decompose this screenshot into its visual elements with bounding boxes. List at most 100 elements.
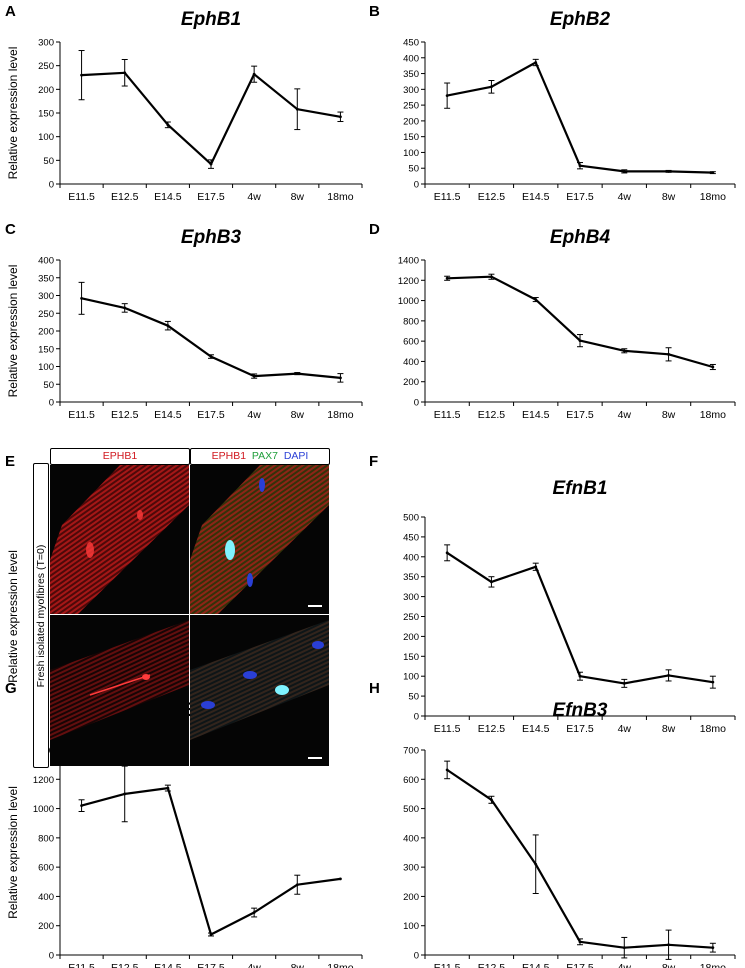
data-point-b [534,61,538,64]
x-tick-label-b: E12.5 [478,191,506,203]
x-tick-label-f: 8w [662,723,676,735]
x-tick-label-g: E14.5 [154,962,182,968]
x-tick-label-h: 4w [618,962,632,968]
data-point-a [166,123,170,127]
y-tick-label-c: 150 [38,344,54,355]
y-tick-label-a: 100 [38,132,54,143]
x-tick-label-g: E17.5 [197,962,225,968]
x-tick-label-a: 4w [247,191,261,203]
y-tick-label-d: 1200 [398,276,419,287]
y-tick-label-b: 300 [403,85,419,96]
y-tick-label-a: 300 [38,38,54,49]
x-tick-label-d: E12.5 [478,409,506,421]
y-tick-label-g: 200 [38,921,54,932]
x-tick-label-c: E17.5 [197,409,225,421]
y-tick-label-a: 150 [38,109,54,120]
y-tick-label-c: 100 [38,362,54,373]
panel-letter-d: D [369,221,380,238]
y-axis-label-c: Relative expression level [6,265,20,398]
x-tick-label-f: 4w [618,723,632,735]
x-tick-label-c: 8w [291,409,305,421]
y-tick-label-g: 800 [38,833,54,844]
panel-letter-f: F [369,453,378,470]
merge-ephb1-label: EPHB1 [211,450,247,462]
data-point-g [209,933,213,936]
y-tick-label-b: 0 [414,180,419,191]
x-tick-label-g: 4w [247,962,261,968]
data-point-a [295,107,299,111]
x-tick-label-c: E11.5 [68,409,95,421]
data-point-f [622,681,626,685]
y-tick-label-h: 100 [403,921,419,932]
y-tick-label-d: 1400 [398,256,419,267]
x-tick-label-c: E14.5 [154,409,182,421]
data-point-d [534,298,538,301]
chart-title-a: EphB1 [181,9,241,30]
chart-title-f: EfnB1 [553,478,608,499]
micrograph-top-left-image [50,465,189,614]
x-tick-label-b: 8w [662,191,676,203]
y-tick-label-d: 600 [403,337,419,348]
x-tick-label-g: 8w [291,962,305,968]
y-tick-label-b: 250 [403,101,419,112]
panel-letter-b: B [369,3,380,20]
y-tick-label-h: 0 [414,951,419,962]
x-tick-label-c: E12.5 [111,409,139,421]
y-tick-label-f: 300 [403,592,419,603]
x-tick-label-f: E11.5 [434,723,461,735]
panel-letter-c: C [5,221,16,238]
y-tick-label-h: 700 [403,746,419,757]
x-tick-label-a: E14.5 [154,191,182,203]
data-point-f [534,565,538,569]
data-point-a [80,73,83,77]
chart-title-c: EphB3 [181,227,242,248]
chart-title-h: EfnB3 [553,700,608,721]
x-tick-label-h: E17.5 [566,962,594,968]
x-tick-label-d: E14.5 [522,409,550,421]
x-tick-label-h: E12.5 [478,962,506,968]
data-point-d [578,339,582,343]
y-tick-label-c: 50 [43,380,54,391]
data-point-d [490,275,493,279]
data-point-d [622,349,626,353]
x-tick-label-b: 18mo [700,191,726,203]
y-tick-label-a: 50 [43,156,54,167]
y-tick-label-f: 50 [408,692,419,703]
y-tick-label-d: 200 [403,377,419,388]
data-point-a [123,71,127,75]
y-tick-label-f: 150 [403,652,419,663]
x-tick-label-c: 4w [247,409,261,421]
data-point-d [667,352,670,356]
data-point-c [339,376,342,380]
y-tick-label-h: 400 [403,833,419,844]
y-axis-label-a: Relative expression level [6,47,20,180]
x-tick-label-d: E17.5 [566,409,594,421]
data-point-d [711,365,715,369]
micrograph-bottom-right-image [190,615,329,766]
panel-letter-h: H [369,680,380,697]
data-point-d [445,276,449,280]
y-tick-label-b: 350 [403,69,419,80]
y-tick-label-g: 1200 [33,775,54,786]
data-point-h [711,946,715,950]
y-tick-label-a: 250 [38,61,54,72]
x-tick-label-b: E17.5 [566,191,594,203]
data-point-c [209,355,213,358]
y-tick-label-f: 350 [403,572,419,583]
data-point-g [339,877,342,881]
panel-letter-e: E [5,453,15,470]
micrograph-top-right-image [190,465,329,614]
micrograph-col2-label: EPHB1 PAX7 DAPI [190,448,330,465]
data-point-h [445,768,449,772]
x-tick-label-d: 4w [618,409,632,421]
y-tick-label-c: 250 [38,309,54,320]
data-point-a [339,115,342,119]
y-axis-label-g: Relative expression level [6,786,20,919]
data-point-h [622,946,626,950]
data-point-b [490,85,493,89]
data-point-c [166,324,170,328]
y-tick-label-f: 400 [403,552,419,563]
y-tick-label-b: 450 [403,38,419,49]
data-point-g [123,792,127,796]
data-point-c [80,296,83,300]
